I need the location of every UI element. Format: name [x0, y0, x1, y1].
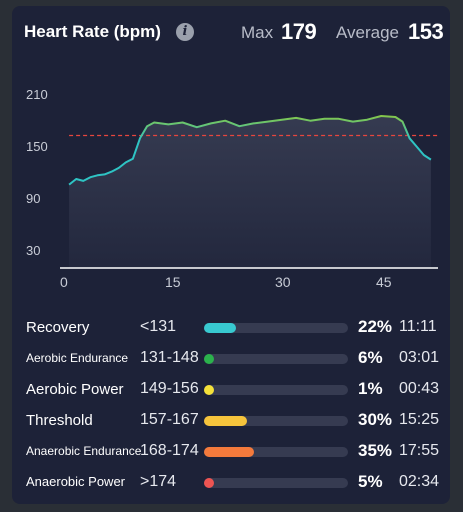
zone-percent: 1%: [358, 379, 383, 398]
zone-bar-track: [204, 323, 348, 333]
zone-row-aerobic-power: Aerobic Power 149-156 1% 00:43: [12, 377, 450, 401]
zone-percent: 22%: [358, 317, 393, 336]
zone-name: Recovery: [26, 319, 90, 336]
zone-row-anaerobic-power: Anaerobic Power >174 5% 02:34: [12, 470, 450, 494]
heart-rate-area: [69, 116, 431, 268]
average-label: Average: [336, 23, 400, 42]
zone-range: 168-174: [140, 442, 199, 459]
zone-bar-fill: [204, 416, 247, 426]
card-title: Heart Rate (bpm): [24, 22, 161, 41]
zone-bar-fill: [204, 385, 214, 395]
zone-name: Threshold: [26, 412, 93, 429]
zone-row-threshold: Threshold 157-167 30% 15:25: [12, 408, 450, 432]
average-value: 153: [408, 19, 444, 44]
x-tick-label: 30: [275, 274, 291, 290]
info-icon[interactable]: i: [176, 23, 194, 41]
x-tick-label: 45: [376, 274, 392, 290]
zone-bar-track: [204, 416, 348, 426]
zone-time: 17:55: [399, 442, 440, 459]
zone-row-aerobic-endurance: Aerobic Endurance 131-148 6% 03:01: [12, 346, 450, 370]
zone-time: 03:01: [399, 349, 440, 366]
x-tick-label: 0: [60, 274, 68, 290]
zone-bar-track: [204, 385, 348, 395]
zone-name: Anaerobic Endurance: [26, 444, 142, 458]
zone-bar-track: [204, 447, 348, 457]
zone-name: Aerobic Endurance: [26, 351, 129, 365]
zone-range: <131: [140, 318, 177, 335]
zone-name: Aerobic Power: [26, 381, 124, 398]
zone-percent: 6%: [358, 348, 383, 367]
zone-percent: 30%: [358, 410, 393, 429]
y-tick-label: 30: [26, 243, 41, 258]
zone-name: Anaerobic Power: [26, 474, 125, 489]
zone-percent: 35%: [358, 441, 393, 460]
max-value: 179: [281, 19, 317, 44]
heart-rate-card: Heart Rate (bpm) i Max 179 Average 153 2…: [12, 6, 450, 504]
zone-range: >174: [140, 473, 177, 490]
zone-percent: 5%: [358, 472, 383, 491]
zone-time: 15:25: [399, 411, 440, 428]
zone-bar-fill: [204, 478, 214, 488]
x-tick-label: 15: [165, 274, 181, 290]
heart-rate-line: [68, 115, 432, 186]
zone-time: 02:34: [399, 473, 440, 490]
zone-row-anaerobic-endurance: Anaerobic Endurance 168-174 35% 17:55: [12, 439, 450, 463]
heart-rate-chart: [60, 115, 438, 269]
max-label: Max: [241, 23, 274, 42]
zone-range: 149-156: [140, 380, 199, 397]
y-tick-label: 150: [26, 139, 48, 154]
zone-range: 131-148: [140, 349, 199, 366]
y-tick-label: 210: [26, 87, 48, 102]
zone-row-recovery: Recovery <131 22% 11:11: [12, 315, 450, 339]
zone-bar-fill: [204, 447, 254, 457]
zone-bar-fill: [204, 323, 236, 333]
zone-bar-track: [204, 478, 348, 488]
zone-time: 11:11: [399, 318, 437, 335]
zone-time: 00:43: [399, 380, 440, 397]
zone-bar-fill: [204, 354, 214, 364]
zone-bar-track: [204, 354, 348, 364]
zone-range: 157-167: [140, 411, 199, 428]
y-tick-label: 90: [26, 191, 41, 206]
